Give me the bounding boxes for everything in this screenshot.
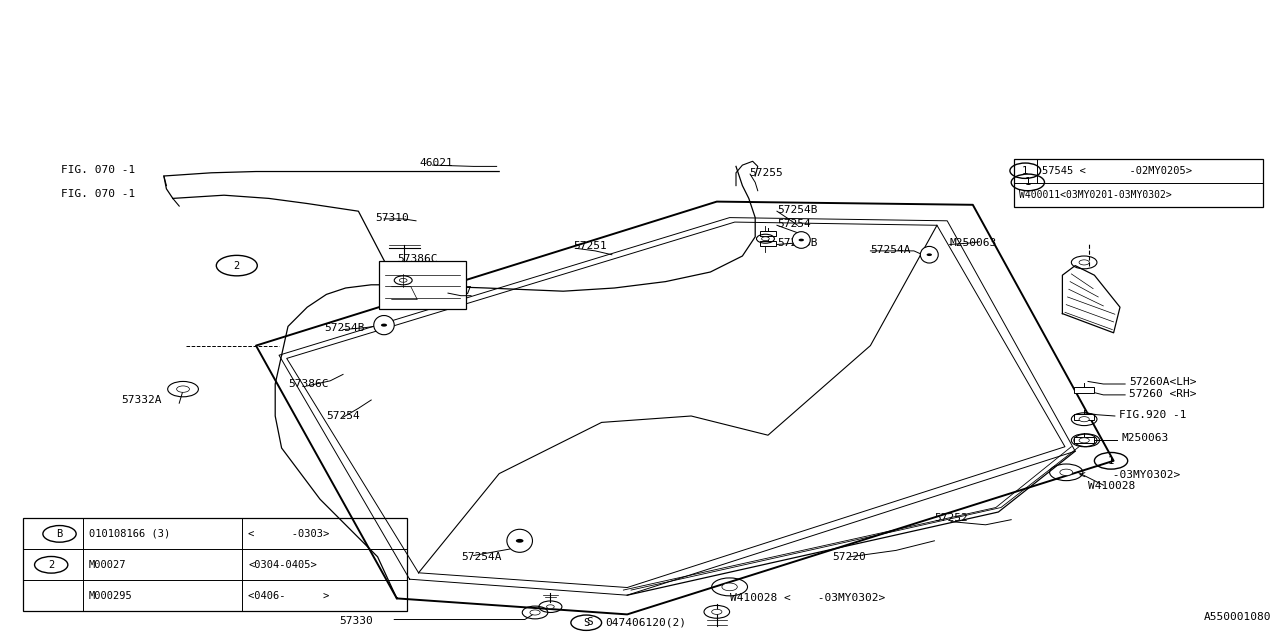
Bar (379, 261, 466, 309)
Circle shape (1082, 438, 1092, 443)
Text: 57254B: 57254B (324, 323, 365, 333)
Circle shape (762, 237, 769, 241)
Text: 57220: 57220 (832, 552, 865, 562)
Text: 1: 1 (1023, 166, 1028, 176)
Text: 57330: 57330 (339, 616, 372, 626)
Text: 1: 1 (1025, 177, 1030, 188)
Text: 57545 <       -02MY0205>: 57545 < -02MY0205> (1042, 166, 1192, 176)
Ellipse shape (507, 529, 532, 552)
Circle shape (799, 239, 804, 241)
Text: W400011<03MY0201-03MY0302>: W400011<03MY0201-03MY0302> (1019, 189, 1171, 200)
Text: 57260 <RH>: 57260 <RH> (1129, 388, 1197, 399)
Text: M250063: M250063 (950, 238, 997, 248)
Bar (760, 231, 776, 236)
Text: 57254: 57254 (777, 219, 810, 229)
Text: 57310: 57310 (375, 212, 408, 223)
Text: S: S (586, 617, 593, 627)
Text: 047406120(2): 047406120(2) (605, 617, 686, 627)
Text: 57287: 57287 (438, 286, 471, 296)
Text: M00027: M00027 (90, 560, 127, 570)
Text: 57260A<LH>: 57260A<LH> (1129, 377, 1197, 387)
Text: 57252: 57252 (934, 513, 968, 524)
Bar (1014, 159, 1263, 207)
Text: 57332A: 57332A (122, 395, 163, 405)
Text: 1: 1 (1108, 456, 1114, 466)
Text: 57251: 57251 (573, 241, 607, 252)
Text: <0304-0405>: <0304-0405> (248, 560, 317, 570)
Text: 57386C: 57386C (288, 379, 329, 389)
Text: 57243B: 57243B (777, 238, 818, 248)
Text: 57255: 57255 (749, 168, 782, 178)
Ellipse shape (920, 246, 938, 263)
Text: 57254A: 57254A (461, 552, 502, 562)
Circle shape (516, 539, 524, 543)
Circle shape (722, 583, 737, 591)
Text: A550001080: A550001080 (1203, 612, 1271, 622)
Bar (1074, 414, 1094, 420)
Bar (760, 241, 776, 246)
Circle shape (1079, 417, 1089, 422)
Text: 57254A: 57254A (870, 244, 911, 255)
Circle shape (381, 324, 387, 326)
Text: M250063: M250063 (1121, 433, 1169, 444)
Text: W410028 <    -03MY0302>: W410028 < -03MY0302> (730, 593, 884, 604)
Text: 57254B: 57254B (777, 205, 818, 215)
Polygon shape (1062, 266, 1120, 333)
Text: 46021: 46021 (420, 158, 453, 168)
Circle shape (1079, 438, 1089, 443)
Text: FIG. 070 -1: FIG. 070 -1 (61, 164, 136, 175)
Text: 010108166 (3): 010108166 (3) (90, 529, 170, 539)
Text: FIG.920 -1: FIG.920 -1 (1119, 410, 1187, 420)
Text: 2: 2 (234, 260, 239, 271)
Bar (23, 518, 407, 611)
Circle shape (1079, 260, 1089, 265)
Text: <    -03MY0302>: < -03MY0302> (1079, 470, 1180, 480)
Text: 2: 2 (49, 560, 54, 570)
Bar (1074, 387, 1094, 394)
Ellipse shape (374, 316, 394, 335)
Text: M000295: M000295 (90, 591, 133, 601)
Ellipse shape (792, 232, 810, 248)
Text: W410028: W410028 (1088, 481, 1135, 492)
Text: FIG. 070 -1: FIG. 070 -1 (61, 189, 136, 199)
Circle shape (712, 609, 722, 614)
Text: <      -0303>: < -0303> (248, 529, 329, 539)
Circle shape (927, 253, 932, 256)
Text: B: B (56, 529, 63, 539)
Circle shape (399, 278, 407, 282)
Bar (1074, 437, 1094, 444)
Text: <0406-      >: <0406- > (248, 591, 329, 601)
Text: 57254: 57254 (326, 411, 360, 421)
Text: S: S (584, 618, 589, 628)
Text: 57386C: 57386C (397, 254, 438, 264)
Circle shape (530, 610, 540, 615)
Circle shape (547, 605, 554, 609)
Circle shape (1060, 469, 1073, 476)
Circle shape (177, 386, 189, 392)
